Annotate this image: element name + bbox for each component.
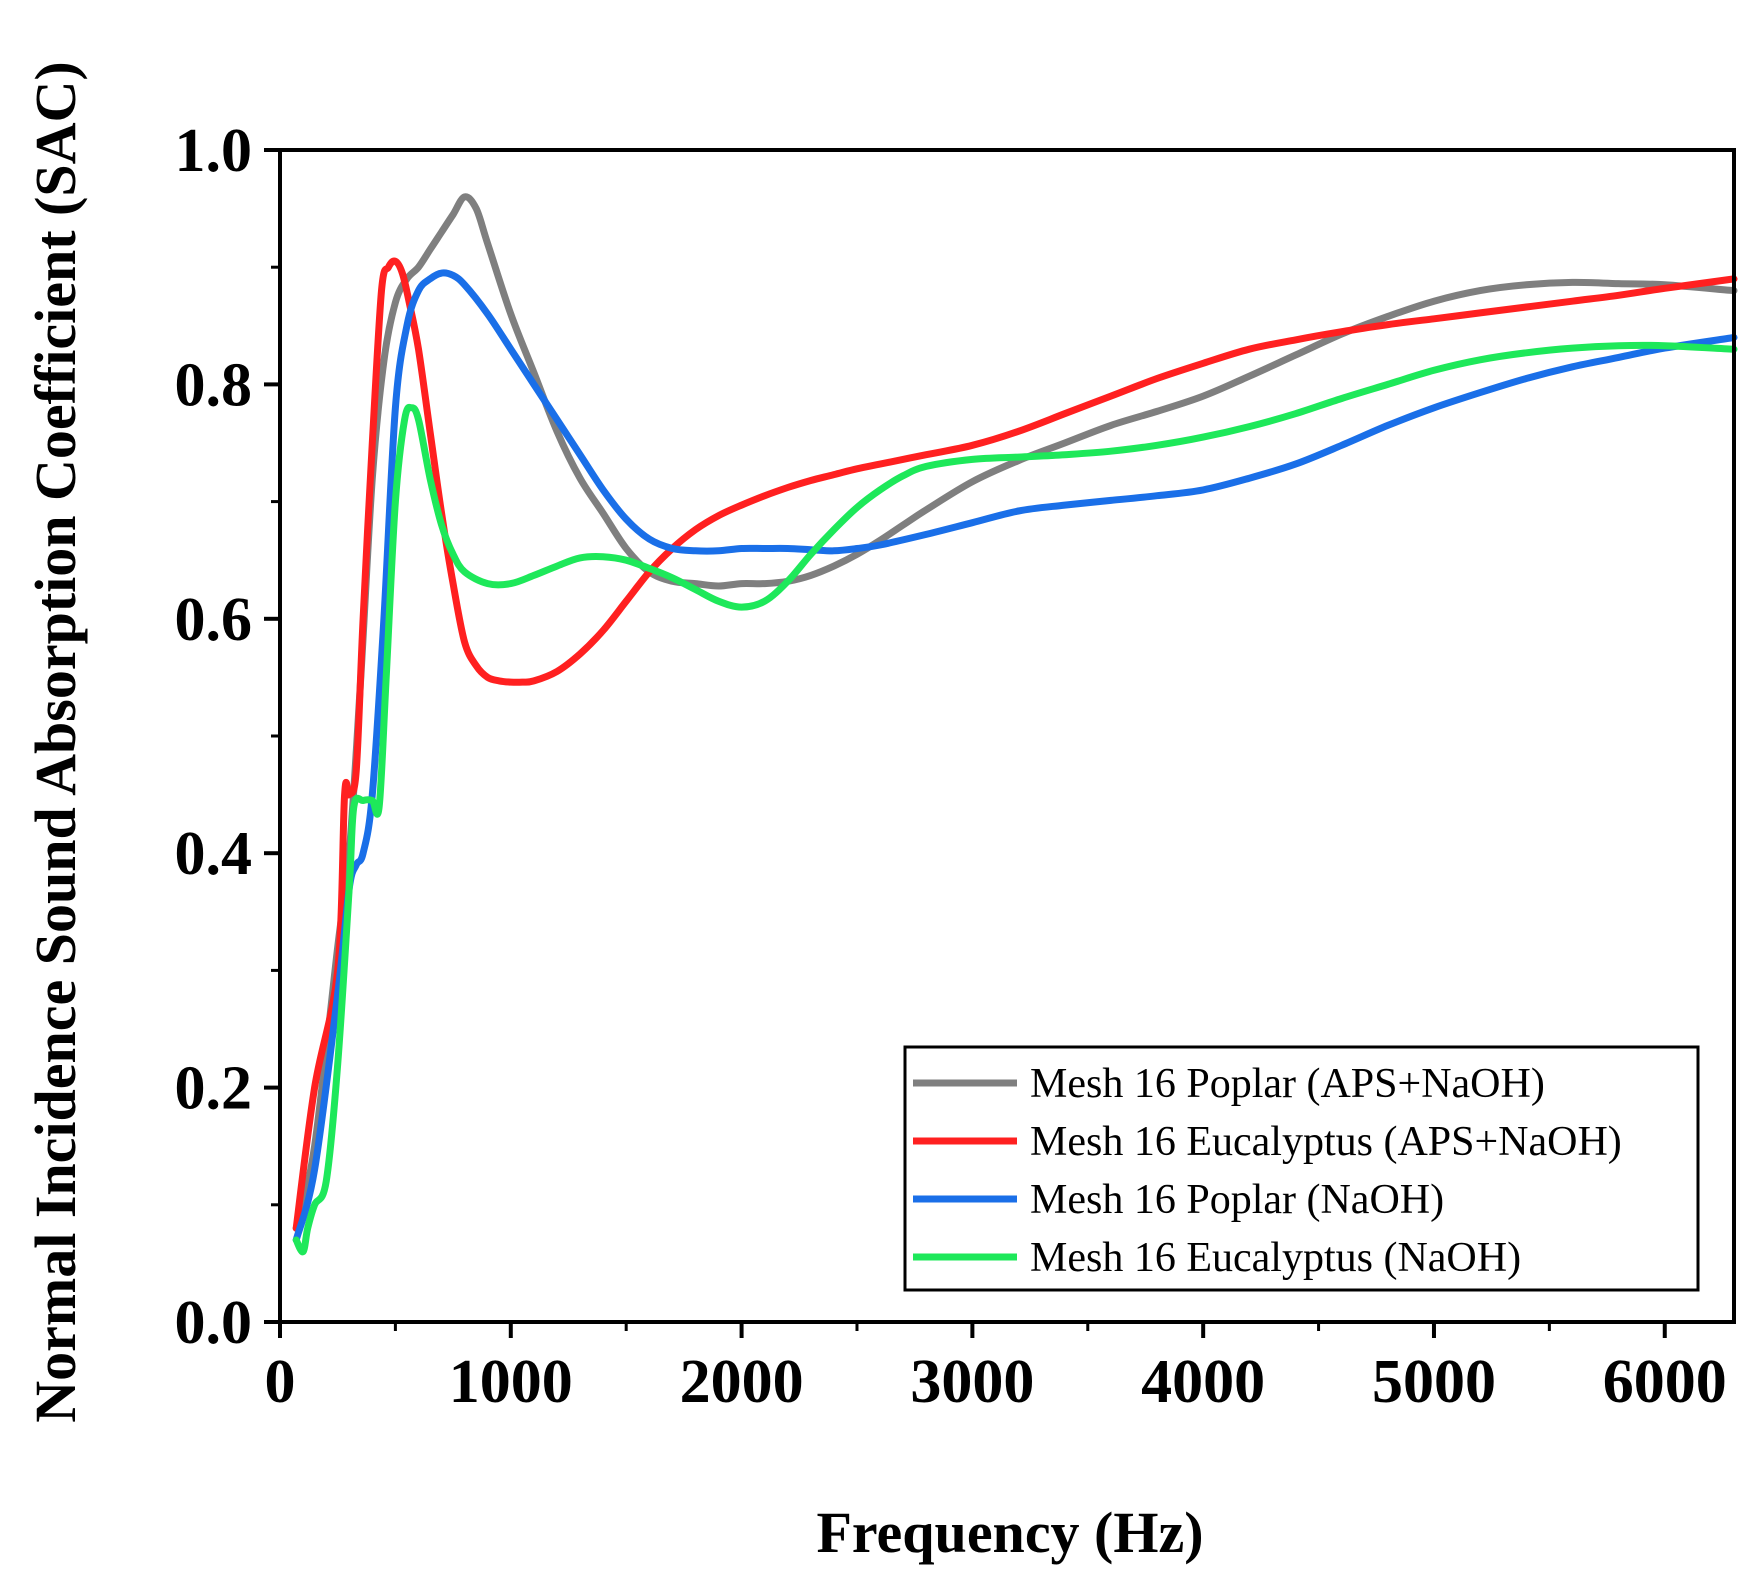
x-tick-label: 0 (265, 1348, 296, 1416)
series-line-3 (292, 269, 1738, 1244)
y-tick-label: 0.2 (175, 1055, 253, 1123)
x-tick-label: 5000 (1372, 1348, 1496, 1416)
ticks-layer: 0 1000 2000 3000 4000 5000 6000 0.0 0.2 0.4 0.6 0.8… (175, 117, 1727, 1416)
legend: Mesh 16 Poplar (APS+NaOH) Mesh 16 Eucalyp… (903, 1045, 1700, 1292)
x-tick-label: 3000 (910, 1348, 1034, 1416)
y-tick-label: 1.0 (175, 117, 253, 185)
legend-label-3: Mesh 16 Poplar (NaOH) (1030, 1177, 1444, 1223)
legend-label-1: Mesh 16 Poplar (APS+NaOH) (1030, 1061, 1545, 1107)
legend-label-2: Mesh 16 Eucalyptus (APS+NaOH) (1030, 1119, 1622, 1165)
legend-box (903, 1045, 1700, 1292)
series-line-1 (292, 193, 1738, 1232)
y-tick-label: 0.0 (175, 1289, 253, 1357)
y-tick-label: 0.8 (175, 351, 253, 419)
x-axis-title: Frequency (Hz) (816, 1500, 1203, 1565)
series-line-4 (292, 341, 1738, 1256)
x-tick-label: 2000 (680, 1348, 804, 1416)
x-tick-label: 4000 (1141, 1348, 1265, 1416)
series-line-2 (292, 257, 1738, 1232)
series-layer (292, 193, 1738, 1256)
y-tick-label: 0.6 (175, 586, 253, 654)
x-tick-label: 1000 (449, 1348, 573, 1416)
legend-label-4: Mesh 16 Eucalyptus (NaOH) (1030, 1235, 1521, 1281)
y-axis-title: Normal Incidence Sound Absorption Coeffi… (23, 61, 88, 1422)
y-tick-label: 0.4 (175, 820, 253, 888)
x-tick-label: 6000 (1603, 1348, 1727, 1416)
